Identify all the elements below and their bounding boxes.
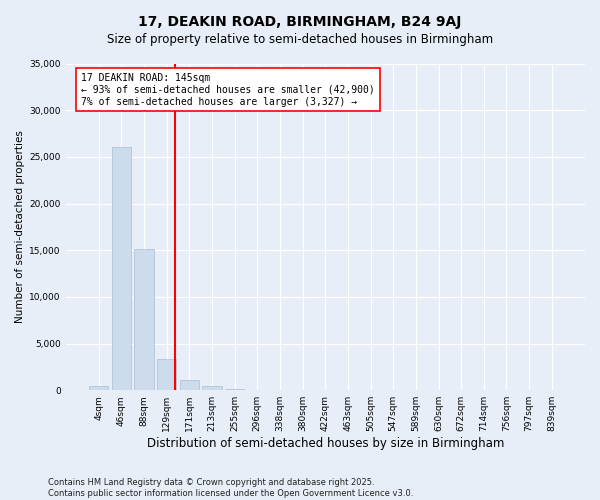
Bar	[157, 360, 176, 390]
Bar	[225, 389, 244, 390]
Text: 17, DEAKIN ROAD, BIRMINGHAM, B24 9AJ: 17, DEAKIN ROAD, BIRMINGHAM, B24 9AJ	[139, 15, 461, 29]
Bar	[180, 380, 199, 390]
Bar	[202, 386, 221, 390]
Bar	[89, 386, 109, 390]
Text: 17 DEAKIN ROAD: 145sqm
← 93% of semi-detached houses are smaller (42,900)
7% of : 17 DEAKIN ROAD: 145sqm ← 93% of semi-det…	[81, 74, 375, 106]
Bar	[134, 250, 154, 390]
Text: Size of property relative to semi-detached houses in Birmingham: Size of property relative to semi-detach…	[107, 32, 493, 46]
X-axis label: Distribution of semi-detached houses by size in Birmingham: Distribution of semi-detached houses by …	[146, 437, 504, 450]
Bar	[112, 146, 131, 390]
Y-axis label: Number of semi-detached properties: Number of semi-detached properties	[15, 130, 25, 324]
Text: Contains HM Land Registry data © Crown copyright and database right 2025.
Contai: Contains HM Land Registry data © Crown c…	[48, 478, 413, 498]
